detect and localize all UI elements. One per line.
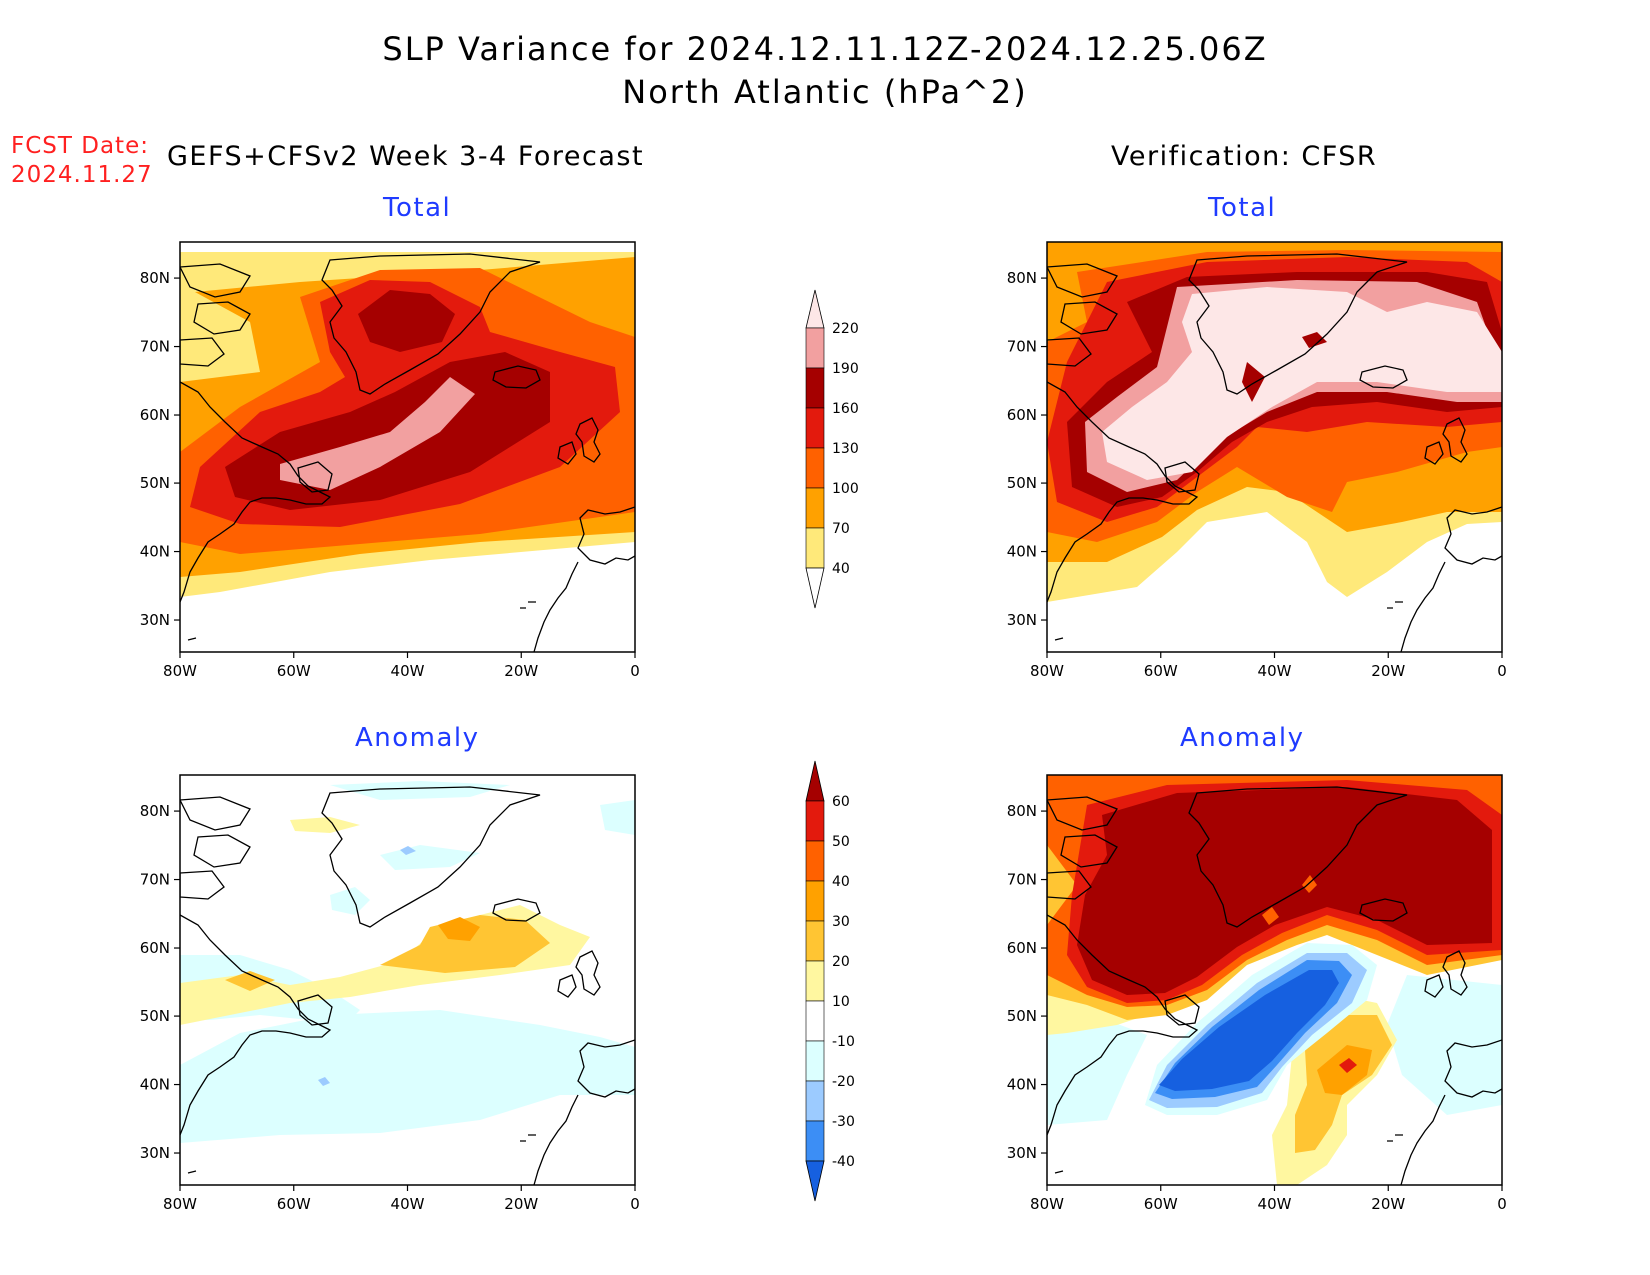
colorbar-anomaly: 60 50 40 30 20 10 -10 -20 -30 -40: [805, 760, 855, 1202]
colorbar-label: 40: [832, 874, 850, 890]
lat-tick-label: 70N: [140, 338, 170, 356]
colorbar-label: 50: [832, 834, 850, 850]
lat-tick-label: 40N: [1007, 1076, 1037, 1094]
colorbar-label: 130: [832, 441, 859, 457]
lon-tick-label: 80W: [1030, 1195, 1064, 1213]
colorbar-cell: [805, 487, 825, 529]
lat-tick-label: 70N: [1007, 871, 1037, 889]
chart-title: SLP Variance for 2024.12.11.12Z-2024.12.…: [382, 30, 1268, 68]
lon-tick-label: 80W: [163, 662, 197, 680]
colorbar-label: 60: [832, 794, 850, 810]
lon-tick-label: 60W: [277, 1195, 311, 1213]
lon-tick-label: 60W: [277, 662, 311, 680]
panel-title-forecast-total: Total: [383, 193, 452, 223]
lat-tick-label: 40N: [140, 1076, 170, 1094]
lat-tick-label: 40N: [140, 543, 170, 561]
lat-tick-label: 60N: [1007, 406, 1037, 424]
lat-tick-label: 30N: [140, 1144, 170, 1162]
lat-tick-label: 80N: [1007, 269, 1037, 287]
lat-tick-label: 30N: [140, 611, 170, 629]
verification-heading: Verification: CFSR: [1111, 141, 1378, 172]
lat-tick-label: 80N: [140, 802, 170, 820]
lon-tick-label: 40W: [391, 1195, 425, 1213]
fcst-date-value: 2024.11.27: [11, 162, 153, 188]
colorbar-top-extend: [805, 289, 825, 329]
lat-tick-label: 60N: [1007, 939, 1037, 957]
panel-title-forecast-anomaly: Anomaly: [355, 723, 480, 753]
colorbar-cell: [805, 367, 825, 409]
lat-tick-label: 80N: [140, 269, 170, 287]
map-forecast-anomaly: [179, 774, 636, 1186]
chart-subtitle: North Atlantic (hPa^2): [622, 73, 1028, 111]
colorbar-bottom-extend: [805, 1160, 825, 1202]
forecast-heading: GEFS+CFSv2 Week 3-4 Forecast: [167, 141, 645, 172]
colorbar-label: -10: [832, 1034, 855, 1050]
panel-title-verification-total: Total: [1208, 193, 1277, 223]
colorbar-cell: [805, 447, 825, 489]
colorbar-label: -40: [832, 1154, 855, 1170]
lat-tick-label: 70N: [140, 871, 170, 889]
colorbar-cell: [805, 407, 825, 449]
map-axes: 80W 60W 40W 20W 0 80N 70N 60N 50N 40N 30N 80W 60W 40W…: [140, 269, 1507, 1213]
colorbar-cell: [805, 1040, 825, 1082]
lon-tick-label: 0: [1497, 662, 1507, 680]
map-forecast-total: [179, 241, 636, 653]
lat-tick-label: 50N: [1007, 474, 1037, 492]
colorbar-total: 220 190 160 130 100 70 40: [805, 289, 859, 609]
map-verification-total: [1046, 241, 1503, 653]
lat-tick-label: 70N: [1007, 338, 1037, 356]
colorbar-bottom-extend: [805, 567, 825, 609]
lon-tick-label: 20W: [1371, 662, 1405, 680]
colorbar-label: 220: [832, 321, 859, 337]
colorbar-label: 160: [832, 401, 859, 417]
map-verification-anomaly: [1046, 774, 1503, 1186]
colorbar-cell: [805, 800, 825, 842]
lon-tick-label: 60W: [1144, 1195, 1178, 1213]
colorbar-cell: [805, 960, 825, 1002]
colorbar-cell: [805, 327, 825, 369]
lon-tick-label: 20W: [1371, 1195, 1405, 1213]
colorbar-cell: [805, 880, 825, 922]
lat-tick-label: 80N: [1007, 802, 1037, 820]
lon-tick-label: 40W: [1258, 662, 1292, 680]
lat-tick-label: 60N: [140, 939, 170, 957]
colorbar-cell: [805, 840, 825, 882]
lon-tick-label: 80W: [1030, 662, 1064, 680]
colorbar-cell: [805, 1080, 825, 1122]
lon-tick-label: 20W: [504, 662, 538, 680]
lat-tick-label: 40N: [1007, 543, 1037, 561]
colorbar-label: 190: [832, 361, 859, 377]
fcst-date-label: FCST Date:: [11, 133, 149, 159]
colorbar-label: -20: [832, 1074, 855, 1090]
lon-tick-label: 0: [630, 662, 640, 680]
lon-tick-label: 20W: [504, 1195, 538, 1213]
lon-tick-label: 0: [630, 1195, 640, 1213]
colorbar-label: 10: [832, 994, 850, 1010]
lat-tick-label: 60N: [140, 406, 170, 424]
colorbar-label: 30: [832, 914, 850, 930]
colorbar-label: 20: [832, 954, 850, 970]
lat-tick-label: 30N: [1007, 611, 1037, 629]
colorbar-label: -30: [832, 1114, 855, 1130]
panel-title-verification-anomaly: Anomaly: [1180, 723, 1305, 753]
lon-tick-label: 40W: [1258, 1195, 1292, 1213]
colorbar-label: 70: [832, 521, 850, 537]
colorbar-top-extend: [805, 760, 825, 802]
colorbar-label: 100: [832, 481, 859, 497]
lat-tick-label: 30N: [1007, 1144, 1037, 1162]
colorbar-cell: [805, 1120, 825, 1162]
lat-tick-label: 50N: [140, 1007, 170, 1025]
colorbar-cell: [805, 920, 825, 962]
colorbar-label: 40: [832, 561, 850, 577]
lat-tick-label: 50N: [1007, 1007, 1037, 1025]
lat-tick-label: 50N: [140, 474, 170, 492]
lon-tick-label: 40W: [391, 662, 425, 680]
colorbar-cell: [805, 527, 825, 569]
lon-tick-label: 0: [1497, 1195, 1507, 1213]
lon-tick-label: 60W: [1144, 662, 1178, 680]
lon-tick-label: 80W: [163, 1195, 197, 1213]
colorbar-cell: [805, 1000, 825, 1042]
